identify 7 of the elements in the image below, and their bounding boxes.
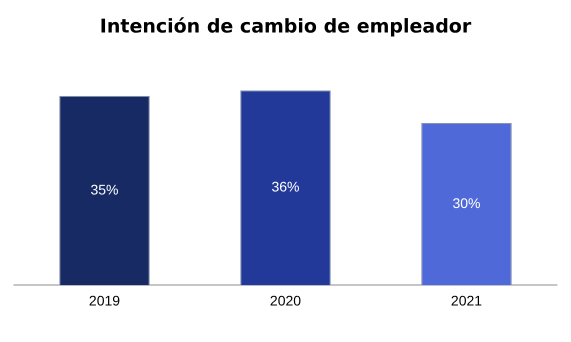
- chart-title: Intención de cambio de empleador: [100, 15, 472, 38]
- x-tick-label: 2021: [450, 292, 482, 308]
- data-label: 30%: [452, 194, 481, 211]
- x-tick-label: 2020: [270, 292, 302, 308]
- data-label: 35%: [90, 181, 119, 198]
- x-tick-label: 2019: [88, 292, 120, 308]
- data-label: 36%: [271, 178, 300, 195]
